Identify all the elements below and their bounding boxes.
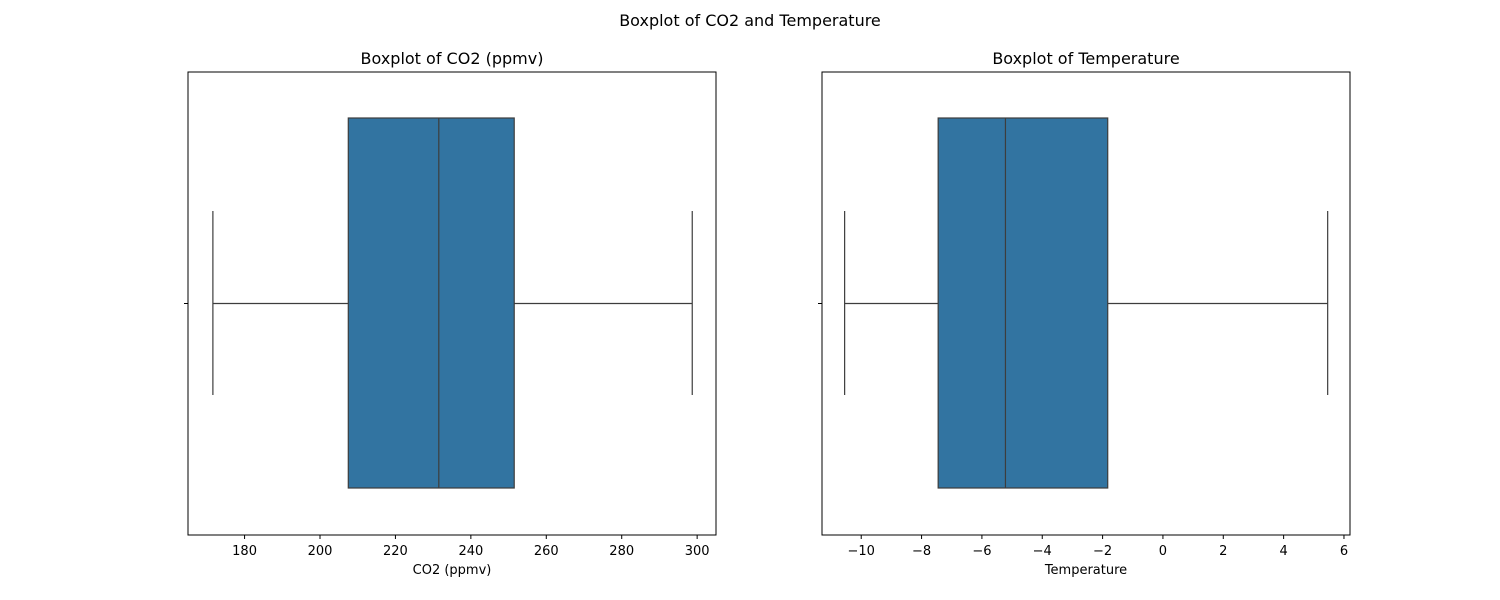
iqr-box [937,117,1109,489]
x-tick-label: 2 [1219,544,1227,559]
x-axis-label: Temperature [1044,563,1127,578]
chart-title: Boxplot of CO2 (ppmv) [361,49,544,68]
x-tick-label: 260 [534,544,559,559]
x-tick-label: 300 [685,544,710,559]
x-tick-label: 6 [1340,544,1348,559]
x-tick-label: 240 [458,544,483,559]
x-axis-label: CO2 (ppmv) [413,563,492,578]
temperature-boxplot-panel: Boxplot of Temperature −10 −8 −6 −4 −2 0 2 4 6 Tem… [818,49,1351,578]
co2-boxplot-panel: Boxplot of CO2 (ppmv) 180 200 220 240 260 280 3… [184,49,717,578]
x-tick-label: −4 [1033,544,1052,559]
figure-suptitle: Boxplot of CO2 and Temperature [619,11,881,30]
x-tick-label: 220 [383,544,408,559]
x-tick-label: 0 [1159,544,1167,559]
x-tick-label: −10 [848,544,875,559]
x-tick-label: 4 [1279,544,1287,559]
x-tick-label: −8 [912,544,931,559]
x-tick-label: 280 [609,544,634,559]
iqr-box [347,117,515,489]
x-tick-label: 200 [308,544,333,559]
x-tick-label: −6 [972,544,991,559]
chart-title: Boxplot of Temperature [992,49,1179,68]
x-tick-label: 180 [232,544,257,559]
x-tick-label: −2 [1093,544,1112,559]
